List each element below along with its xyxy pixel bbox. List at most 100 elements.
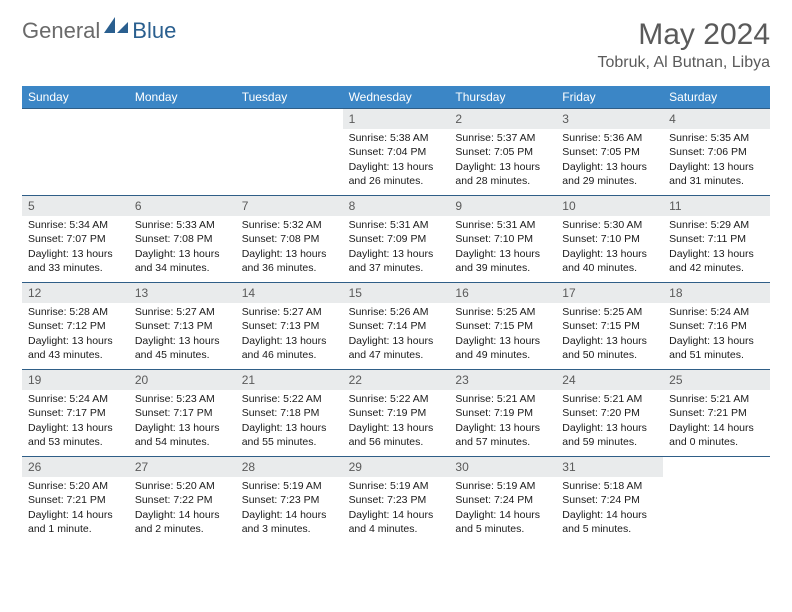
day-body: Sunrise: 5:27 AMSunset: 7:13 PMDaylight:… [129, 303, 236, 366]
sunrise-text: Sunrise: 5:25 AM [455, 305, 550, 319]
logo-general-text: General [22, 18, 100, 44]
sunset-text: Sunset: 7:13 PM [242, 319, 337, 333]
day-number: 1 [343, 109, 450, 129]
sunrise-text: Sunrise: 5:24 AM [669, 305, 764, 319]
day-body: Sunrise: 5:21 AMSunset: 7:20 PMDaylight:… [556, 390, 663, 453]
daylight-text: Daylight: 13 hours and 40 minutes. [562, 247, 657, 275]
daylight-text: Daylight: 13 hours and 26 minutes. [349, 160, 444, 188]
day-number: 21 [236, 370, 343, 390]
day-cell: 16Sunrise: 5:25 AMSunset: 7:15 PMDayligh… [449, 283, 556, 369]
daylight-text: Daylight: 13 hours and 46 minutes. [242, 334, 337, 362]
daylight-text: Daylight: 13 hours and 54 minutes. [135, 421, 230, 449]
sunset-text: Sunset: 7:12 PM [28, 319, 123, 333]
day-body: Sunrise: 5:29 AMSunset: 7:11 PMDaylight:… [663, 216, 770, 279]
day-cell: 13Sunrise: 5:27 AMSunset: 7:13 PMDayligh… [129, 283, 236, 369]
week-row: 5Sunrise: 5:34 AMSunset: 7:07 PMDaylight… [22, 195, 770, 282]
daylight-text: Daylight: 13 hours and 57 minutes. [455, 421, 550, 449]
day-body: Sunrise: 5:24 AMSunset: 7:17 PMDaylight:… [22, 390, 129, 453]
daylight-text: Daylight: 14 hours and 3 minutes. [242, 508, 337, 536]
day-cell: 12Sunrise: 5:28 AMSunset: 7:12 PMDayligh… [22, 283, 129, 369]
sunset-text: Sunset: 7:24 PM [455, 493, 550, 507]
day-cell: 4Sunrise: 5:35 AMSunset: 7:06 PMDaylight… [663, 109, 770, 195]
day-number: 22 [343, 370, 450, 390]
weeks-container: 1Sunrise: 5:38 AMSunset: 7:04 PMDaylight… [22, 108, 770, 543]
daylight-text: Daylight: 13 hours and 34 minutes. [135, 247, 230, 275]
day-cell: 17Sunrise: 5:25 AMSunset: 7:15 PMDayligh… [556, 283, 663, 369]
sunset-text: Sunset: 7:05 PM [455, 145, 550, 159]
day-number: 5 [22, 196, 129, 216]
day-cell: 25Sunrise: 5:21 AMSunset: 7:21 PMDayligh… [663, 370, 770, 456]
day-cell: 31Sunrise: 5:18 AMSunset: 7:24 PMDayligh… [556, 457, 663, 543]
daylight-text: Daylight: 13 hours and 31 minutes. [669, 160, 764, 188]
day-number: 3 [556, 109, 663, 129]
day-cell: 6Sunrise: 5:33 AMSunset: 7:08 PMDaylight… [129, 196, 236, 282]
day-cell: 23Sunrise: 5:21 AMSunset: 7:19 PMDayligh… [449, 370, 556, 456]
day-body: Sunrise: 5:19 AMSunset: 7:23 PMDaylight:… [236, 477, 343, 540]
day-number: 26 [22, 457, 129, 477]
day-cell: 21Sunrise: 5:22 AMSunset: 7:18 PMDayligh… [236, 370, 343, 456]
day-body: Sunrise: 5:35 AMSunset: 7:06 PMDaylight:… [663, 129, 770, 192]
sunrise-text: Sunrise: 5:29 AM [669, 218, 764, 232]
sunrise-text: Sunrise: 5:33 AM [135, 218, 230, 232]
daylight-text: Daylight: 13 hours and 55 minutes. [242, 421, 337, 449]
sunset-text: Sunset: 7:11 PM [669, 232, 764, 246]
day-number: 17 [556, 283, 663, 303]
sunset-text: Sunset: 7:21 PM [28, 493, 123, 507]
sunset-text: Sunset: 7:15 PM [455, 319, 550, 333]
daylight-text: Daylight: 13 hours and 47 minutes. [349, 334, 444, 362]
day-body: Sunrise: 5:31 AMSunset: 7:09 PMDaylight:… [343, 216, 450, 279]
sunset-text: Sunset: 7:24 PM [562, 493, 657, 507]
daylight-text: Daylight: 13 hours and 56 minutes. [349, 421, 444, 449]
day-body: Sunrise: 5:25 AMSunset: 7:15 PMDaylight:… [449, 303, 556, 366]
day-body: Sunrise: 5:22 AMSunset: 7:19 PMDaylight:… [343, 390, 450, 453]
day-cell: 2Sunrise: 5:37 AMSunset: 7:05 PMDaylight… [449, 109, 556, 195]
daylight-text: Daylight: 14 hours and 2 minutes. [135, 508, 230, 536]
sunset-text: Sunset: 7:08 PM [242, 232, 337, 246]
day-of-week-header: Tuesday [236, 86, 343, 108]
sunset-text: Sunset: 7:16 PM [669, 319, 764, 333]
sunset-text: Sunset: 7:07 PM [28, 232, 123, 246]
day-number: 25 [663, 370, 770, 390]
day-body: Sunrise: 5:20 AMSunset: 7:21 PMDaylight:… [22, 477, 129, 540]
day-number: 16 [449, 283, 556, 303]
daylight-text: Daylight: 13 hours and 45 minutes. [135, 334, 230, 362]
sunrise-text: Sunrise: 5:38 AM [349, 131, 444, 145]
sunset-text: Sunset: 7:05 PM [562, 145, 657, 159]
sunrise-text: Sunrise: 5:22 AM [349, 392, 444, 406]
day-body: Sunrise: 5:37 AMSunset: 7:05 PMDaylight:… [449, 129, 556, 192]
daylight-text: Daylight: 14 hours and 4 minutes. [349, 508, 444, 536]
day-body: Sunrise: 5:33 AMSunset: 7:08 PMDaylight:… [129, 216, 236, 279]
sunset-text: Sunset: 7:22 PM [135, 493, 230, 507]
sunrise-text: Sunrise: 5:26 AM [349, 305, 444, 319]
sunrise-text: Sunrise: 5:27 AM [135, 305, 230, 319]
day-body: Sunrise: 5:26 AMSunset: 7:14 PMDaylight:… [343, 303, 450, 366]
header: General Blue May 2024 Tobruk, Al Butnan,… [0, 0, 792, 80]
day-number: 20 [129, 370, 236, 390]
sunrise-text: Sunrise: 5:31 AM [455, 218, 550, 232]
day-number: 23 [449, 370, 556, 390]
week-row: 26Sunrise: 5:20 AMSunset: 7:21 PMDayligh… [22, 456, 770, 543]
day-body: Sunrise: 5:19 AMSunset: 7:23 PMDaylight:… [343, 477, 450, 540]
sunset-text: Sunset: 7:13 PM [135, 319, 230, 333]
day-body: Sunrise: 5:38 AMSunset: 7:04 PMDaylight:… [343, 129, 450, 192]
sunrise-text: Sunrise: 5:21 AM [455, 392, 550, 406]
day-number: 6 [129, 196, 236, 216]
week-row: 19Sunrise: 5:24 AMSunset: 7:17 PMDayligh… [22, 369, 770, 456]
day-of-week-header: Friday [556, 86, 663, 108]
day-cell: 26Sunrise: 5:20 AMSunset: 7:21 PMDayligh… [22, 457, 129, 543]
sunset-text: Sunset: 7:14 PM [349, 319, 444, 333]
sunrise-text: Sunrise: 5:21 AM [562, 392, 657, 406]
day-of-week-header: Saturday [663, 86, 770, 108]
day-number: 8 [343, 196, 450, 216]
daylight-text: Daylight: 14 hours and 1 minute. [28, 508, 123, 536]
day-cell: 7Sunrise: 5:32 AMSunset: 7:08 PMDaylight… [236, 196, 343, 282]
day-number: 27 [129, 457, 236, 477]
daylight-text: Daylight: 13 hours and 37 minutes. [349, 247, 444, 275]
sunset-text: Sunset: 7:17 PM [28, 406, 123, 420]
logo-blue-text: Blue [132, 18, 176, 44]
day-body: Sunrise: 5:21 AMSunset: 7:19 PMDaylight:… [449, 390, 556, 453]
day-number: 18 [663, 283, 770, 303]
day-cell: 1Sunrise: 5:38 AMSunset: 7:04 PMDaylight… [343, 109, 450, 195]
day-body: Sunrise: 5:25 AMSunset: 7:15 PMDaylight:… [556, 303, 663, 366]
sunrise-text: Sunrise: 5:19 AM [455, 479, 550, 493]
